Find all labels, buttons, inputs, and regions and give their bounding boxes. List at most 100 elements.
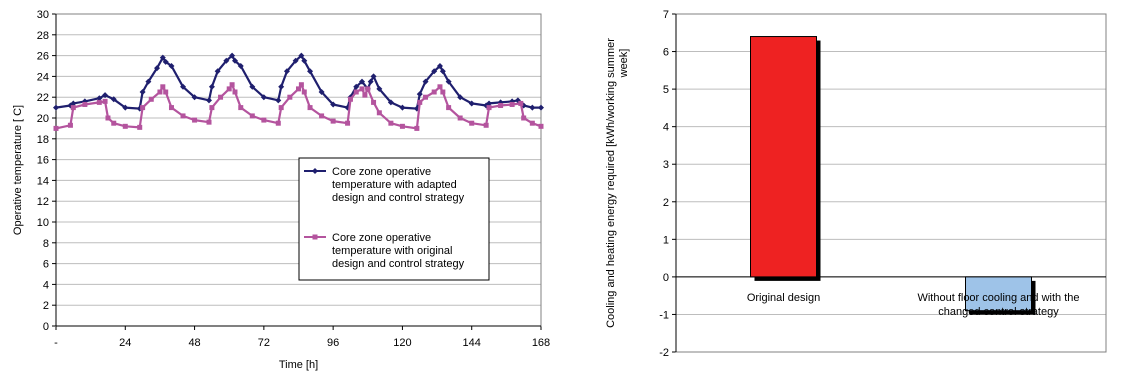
data-point xyxy=(96,95,103,102)
data-point xyxy=(301,57,308,64)
data-point xyxy=(232,89,238,95)
bar xyxy=(965,276,1032,312)
x-tick-label: 168 xyxy=(532,337,550,349)
data-point xyxy=(139,89,146,95)
data-point xyxy=(180,83,187,90)
data-point xyxy=(422,78,429,85)
x-tick-label: 72 xyxy=(258,337,270,349)
data-point xyxy=(283,68,290,75)
data-point xyxy=(249,83,256,90)
data-point xyxy=(206,119,212,125)
data-point xyxy=(218,94,224,100)
data-point xyxy=(440,89,446,95)
data-point xyxy=(180,113,186,119)
x-tick-label: 96 xyxy=(327,337,339,349)
x-tick-label: 120 xyxy=(393,337,411,349)
y-tick-label: 14 xyxy=(37,175,49,187)
data-point xyxy=(249,113,255,119)
data-point xyxy=(319,113,325,119)
legend-entry-line: design and control strategy xyxy=(332,258,465,270)
data-point xyxy=(102,92,109,99)
data-point xyxy=(529,104,536,111)
data-point xyxy=(436,63,443,69)
data-point xyxy=(137,124,143,130)
y-tick-label: 6 xyxy=(663,47,669,59)
data-point xyxy=(163,89,169,95)
data-point xyxy=(370,73,377,80)
y-tick-label: 22 xyxy=(37,92,49,104)
y-tick-label: 4 xyxy=(663,122,669,134)
data-point xyxy=(223,57,230,64)
data-point xyxy=(399,123,405,129)
data-point xyxy=(278,83,285,90)
y-tick-label: 5 xyxy=(663,84,669,96)
y-tick-label: 10 xyxy=(37,217,49,229)
data-point xyxy=(140,105,146,111)
legend-entry-line: design and control strategy xyxy=(332,192,465,204)
data-point xyxy=(362,92,368,98)
x-tick-label: 144 xyxy=(463,337,481,349)
data-point xyxy=(347,96,353,102)
y-tick-label: 7 xyxy=(663,9,669,21)
y-axis-label-cont: week] xyxy=(618,49,630,79)
data-point xyxy=(498,103,504,109)
data-point xyxy=(445,78,452,85)
y-tick-label: -2 xyxy=(659,347,669,359)
data-point xyxy=(275,97,282,104)
data-point xyxy=(509,101,515,107)
data-point xyxy=(261,117,267,123)
data-point xyxy=(423,94,429,100)
y-tick-label: 24 xyxy=(37,71,49,83)
y-tick-label: 30 xyxy=(37,9,49,21)
y-tick-label: 2 xyxy=(663,197,669,209)
data-point xyxy=(298,52,305,59)
data-point xyxy=(67,122,73,128)
data-point xyxy=(376,85,383,92)
data-point xyxy=(414,125,420,131)
data-point xyxy=(53,104,59,111)
data-point xyxy=(162,58,169,65)
data-point xyxy=(307,68,314,75)
y-tick-label: 28 xyxy=(37,30,49,42)
data-point xyxy=(214,68,221,75)
data-point xyxy=(298,82,304,88)
data-point xyxy=(399,104,406,111)
data-point xyxy=(468,100,475,107)
legend-marker xyxy=(312,168,318,174)
y-tick-label: 8 xyxy=(43,238,49,250)
data-point xyxy=(53,125,59,131)
data-point xyxy=(431,68,438,75)
data-point xyxy=(353,89,359,95)
data-point xyxy=(145,78,152,85)
data-point xyxy=(376,110,382,116)
data-point xyxy=(168,63,175,69)
data-point xyxy=(160,84,166,90)
data-point xyxy=(529,120,535,126)
legend-entry-line: temperature with adapted xyxy=(332,179,457,191)
y-tick-label: 6 xyxy=(43,259,49,271)
data-point xyxy=(70,100,77,107)
data-point xyxy=(359,86,365,92)
y-tick-label: -1 xyxy=(659,309,669,321)
data-point xyxy=(417,99,423,105)
data-point xyxy=(538,123,544,129)
data-point xyxy=(439,68,446,75)
data-point xyxy=(260,94,267,101)
y-axis-label: Operative temperature [ C] xyxy=(12,105,24,235)
data-point xyxy=(159,54,166,61)
data-point xyxy=(469,120,475,126)
data-point xyxy=(307,105,313,111)
y-axis-label: Cooling and heating energy required [kWh… xyxy=(605,38,617,328)
data-point xyxy=(437,84,443,90)
legend-box xyxy=(298,157,490,281)
data-point xyxy=(486,100,493,107)
data-point xyxy=(353,83,360,90)
data-point xyxy=(168,105,174,111)
legend-entry-line: Core zone operative xyxy=(332,166,431,178)
y-tick-label: 0 xyxy=(43,321,49,333)
data-point xyxy=(157,89,163,95)
data-point xyxy=(296,86,301,92)
data-point xyxy=(367,78,374,85)
